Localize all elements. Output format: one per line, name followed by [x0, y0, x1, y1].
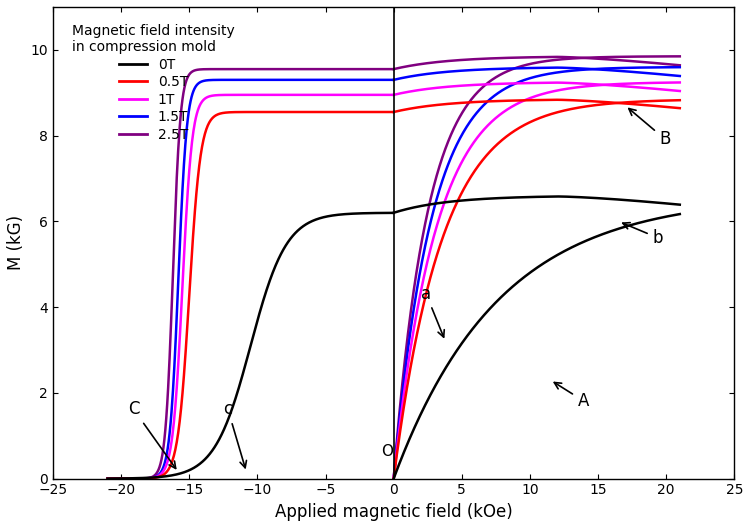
Text: A: A: [554, 382, 589, 410]
Legend: 0T, 0.5T, 1T, 1.5T, 2.5T: 0T, 0.5T, 1T, 1.5T, 2.5T: [67, 18, 241, 147]
Text: B: B: [628, 109, 670, 148]
Text: C: C: [128, 400, 176, 468]
Text: a: a: [421, 285, 444, 337]
X-axis label: Applied magnetic field (kOe): Applied magnetic field (kOe): [274, 503, 512, 521]
Text: b: b: [622, 223, 663, 247]
Text: O: O: [381, 445, 393, 459]
Y-axis label: M (kG): M (kG): [7, 215, 25, 270]
Text: c: c: [224, 400, 247, 468]
